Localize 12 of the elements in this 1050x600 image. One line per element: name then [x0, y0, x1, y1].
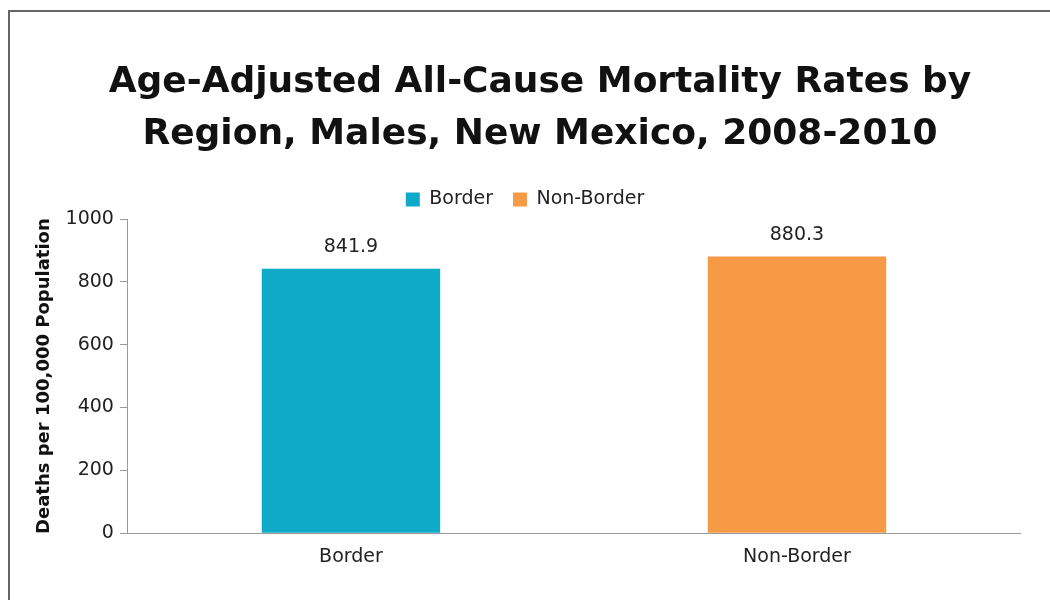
y-tick-label: 600 [77, 331, 114, 354]
legend-label: Non-Border [536, 186, 645, 209]
y-tick-label: 1000 [65, 205, 114, 228]
data-label: 880.3 [769, 222, 825, 245]
y-tick-label: 0 [101, 520, 114, 543]
y-tick-label: 400 [77, 394, 114, 417]
y-tick-label: 200 [77, 457, 114, 480]
y-axis-title: Deaths per 100,000 Population [32, 218, 54, 534]
data-label: 841.9 [323, 234, 379, 257]
y-tick-label: 800 [77, 268, 114, 291]
legend-label: Border [429, 186, 494, 209]
chart-title: Age-Adjusted All-Cause Mortality Rates by Region, Males, New Mexico, 2008-2010 [107, 58, 973, 154]
